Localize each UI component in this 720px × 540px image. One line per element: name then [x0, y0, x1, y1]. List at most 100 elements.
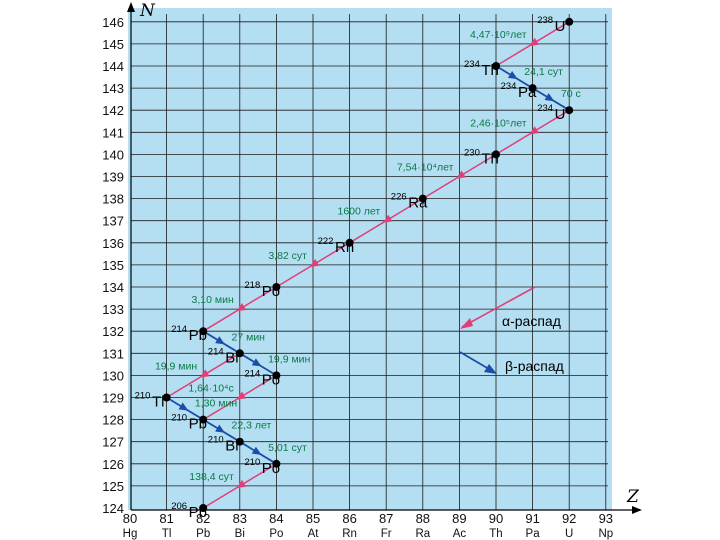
nuclide-symbol-206pb: Pb [189, 504, 207, 521]
nuclide-mass-210bi: 210 [208, 435, 224, 446]
z-tick-label-81: 81 [159, 511, 173, 526]
nuclide-node-210tl [162, 393, 171, 402]
n-tick-label-128: 128 [102, 413, 124, 428]
half-life-label-15: 138,4 сут [189, 471, 234, 483]
nuclide-node-214pb [199, 327, 208, 336]
z-tick-label-80: 80 [123, 511, 137, 526]
nuclide-mass-226ra: 226 [391, 192, 407, 203]
half-life-label-12: 1,30 мин [195, 398, 237, 410]
nuclide-node-214po [272, 371, 281, 380]
z-tick-label-89: 89 [452, 511, 466, 526]
nuclide-node-210po [272, 459, 281, 468]
nuclide-mass-234th: 234 [464, 59, 480, 70]
legend: α-распад β-распад [459, 286, 564, 374]
nuclide-mass-210tl: 210 [135, 391, 151, 402]
beta-decay-arrowhead-2 [544, 93, 555, 102]
z-tick-label-90: 90 [489, 511, 503, 526]
nuclide-node-210bi [235, 437, 244, 446]
legend-alpha-arrowhead [460, 318, 473, 329]
alpha-decay-arrowhead-15 [236, 479, 247, 488]
half-life-label-13: 22,3 лет [232, 420, 272, 432]
nuclide-node-210pb [199, 415, 208, 424]
n-tick-label-138: 138 [102, 192, 124, 207]
n-tick-label-141: 141 [102, 125, 124, 140]
z-tick-label-93: 93 [599, 511, 613, 526]
nuclide-node-222rn [345, 238, 354, 247]
beta-decay-arrowhead-13 [215, 424, 225, 433]
nuclide-symbol-234pa: Pa [518, 84, 537, 101]
alpha-decay-arrowhead-10 [199, 369, 210, 378]
z-tick-label-84: 84 [269, 511, 283, 526]
z-tick-label-92: 92 [562, 511, 576, 526]
n-tick-label-124: 124 [102, 501, 124, 516]
alpha-decay-arrowhead-5 [382, 214, 393, 223]
nuclide-node-238u [565, 17, 574, 26]
z-element-label-Pb: Pb [196, 528, 210, 540]
half-life-label-8: 27 мин [232, 331, 266, 343]
nuclide-mass-206pb: 206 [171, 501, 187, 512]
half-life-label-6: 3,82 сут [268, 250, 307, 262]
beta-decay-arrowhead-8 [215, 336, 225, 345]
nuclide-node-234th [492, 62, 500, 70]
n-tick-label-137: 137 [102, 214, 124, 229]
n-tick-label-129: 129 [102, 391, 124, 406]
n-axis-arrowhead [127, 2, 135, 12]
beta-decay-arrowhead-12 [178, 402, 189, 411]
n-tick-label-130: 130 [102, 368, 124, 383]
beta-decay-arrowhead-1 [507, 71, 518, 80]
z-element-label-Ra: Ra [415, 528, 430, 540]
nuclide-mass-230th: 230 [464, 147, 480, 158]
n-tick-label-140: 140 [102, 147, 124, 162]
decay-arrows [166, 21, 570, 509]
alpha-decay-arrowhead-7 [236, 303, 247, 312]
n-tick-label-125: 125 [102, 479, 124, 494]
legend-beta-arrowhead [484, 364, 497, 374]
n-tick-label-132: 132 [102, 324, 124, 339]
n-tick-label-134: 134 [102, 280, 124, 295]
z-element-label-Bi: Bi [235, 528, 245, 540]
n-tick-label-135: 135 [102, 258, 124, 273]
half-life-label-0: 4,47·10⁹лет [470, 29, 527, 41]
plot-background [128, 8, 612, 510]
z-element-label-Po: Po [269, 528, 283, 540]
nuclide-symbol-214bi: Bi [225, 349, 238, 366]
nuclide-symbol-238u: U [555, 18, 566, 35]
n-tick-label-145: 145 [102, 37, 124, 52]
nuclide-node-214bi [235, 349, 244, 358]
z-element-label-Np: Np [598, 528, 613, 540]
n-tick-label-144: 144 [102, 59, 124, 74]
z-element-label-Hg: Hg [123, 528, 138, 540]
nuclide-symbol-234u: U [555, 106, 566, 123]
alpha-decay-arrowhead-6 [309, 258, 320, 267]
nuclide-symbol-214pb: Pb [189, 327, 207, 344]
nuclide-symbol-234th: Th [481, 62, 499, 79]
half-life-label-4: 7,54·10⁴лет [397, 162, 454, 174]
nuclide-symbol-210pb: Pb [189, 416, 207, 433]
legend-alpha-label: α-распад [502, 313, 561, 329]
nuclide-node-234u [565, 106, 574, 115]
nuclide-mass-214bi: 214 [208, 346, 224, 357]
alpha-decay-arrowhead-0 [529, 37, 539, 46]
z-axis-title: Z [626, 487, 640, 507]
half-life-label-14: 5,01 сут [268, 442, 307, 454]
z-element-label-Rn: Rn [342, 528, 357, 540]
z-axis-labels: 80 Hg 81 Tl 82 Pb 83 Bi 84 Po 85 At 86 Rn 87 Fr 88 Ra 89 Ac… [123, 511, 614, 540]
nuclide-mass-218po: 218 [244, 280, 260, 291]
nuclide-mass-210po: 210 [244, 457, 260, 468]
z-element-label-Fr: Fr [381, 528, 392, 540]
n-tick-label-127: 127 [102, 435, 124, 450]
n-tick-label-146: 146 [102, 15, 124, 30]
n-tick-label-133: 133 [102, 302, 124, 317]
nuclide-node-226ra [418, 194, 427, 203]
nuclide-node-230th [492, 150, 500, 159]
nuclide-mass-222rn: 222 [318, 236, 334, 247]
n-axis-labels: 124 125 126 127 128 129 130 131 132 133 134 135 136 1… [102, 15, 124, 516]
n-tick-label-126: 126 [102, 457, 124, 472]
z-tick-label-85: 85 [306, 511, 320, 526]
half-life-label-7: 3,10 мин [192, 294, 234, 306]
z-axis-arrowhead [632, 506, 642, 514]
nuclide-symbol-230th: Th [481, 150, 499, 167]
n-axis-title: N [139, 1, 156, 21]
legend-beta-label: β-распад [505, 358, 564, 374]
